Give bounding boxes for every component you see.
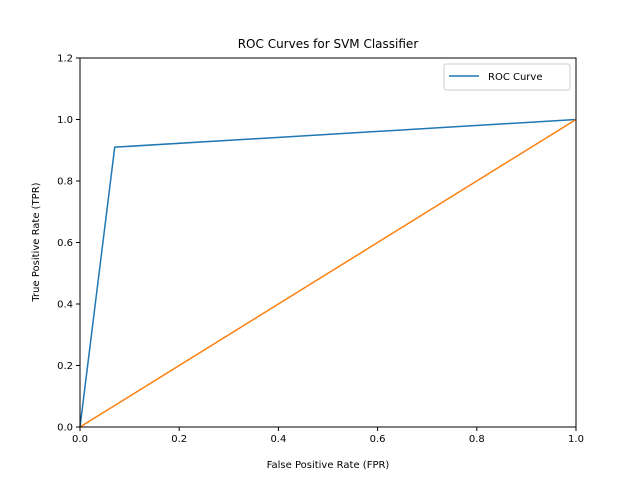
legend-box xyxy=(443,63,571,91)
series-layer xyxy=(79,118,577,428)
x-axis: 0.0 0.2 0.4 0.6 0.8 1.0 xyxy=(72,427,584,445)
x-axis-label: False Positive Rate (FPR) xyxy=(267,460,390,471)
y-tick-label: 0.6 xyxy=(57,238,73,249)
y-tick-label: 0.0 xyxy=(57,423,73,434)
legend: ROC Curve xyxy=(443,63,571,91)
legend-label-roc-curve: ROC Curve xyxy=(488,72,542,83)
y-tick-label: 0.4 xyxy=(57,300,73,311)
x-tick-label: 0.8 xyxy=(469,434,485,445)
chart-title: ROC Curves for SVM Classifier xyxy=(238,37,419,51)
x-tick-label: 0.4 xyxy=(270,434,286,445)
y-tick-label: 0.2 xyxy=(57,361,73,372)
y-axis: 0.0 0.2 0.4 0.6 0.8 1.0 1.2 xyxy=(57,54,80,434)
x-tick-label: 0.0 xyxy=(72,434,88,445)
x-tick-label: 1.0 xyxy=(568,434,584,445)
x-tick-label: 0.2 xyxy=(171,434,187,445)
y-tick-label: 1.2 xyxy=(57,54,73,65)
series-line-series-1 xyxy=(79,118,577,428)
series-line-roc-curve xyxy=(79,118,577,428)
y-tick-label: 0.8 xyxy=(57,177,73,188)
y-axis-label: True Positive Rate (TPR) xyxy=(31,182,42,302)
x-tick-label: 0.6 xyxy=(370,434,386,445)
y-tick-label: 1.0 xyxy=(57,115,73,126)
